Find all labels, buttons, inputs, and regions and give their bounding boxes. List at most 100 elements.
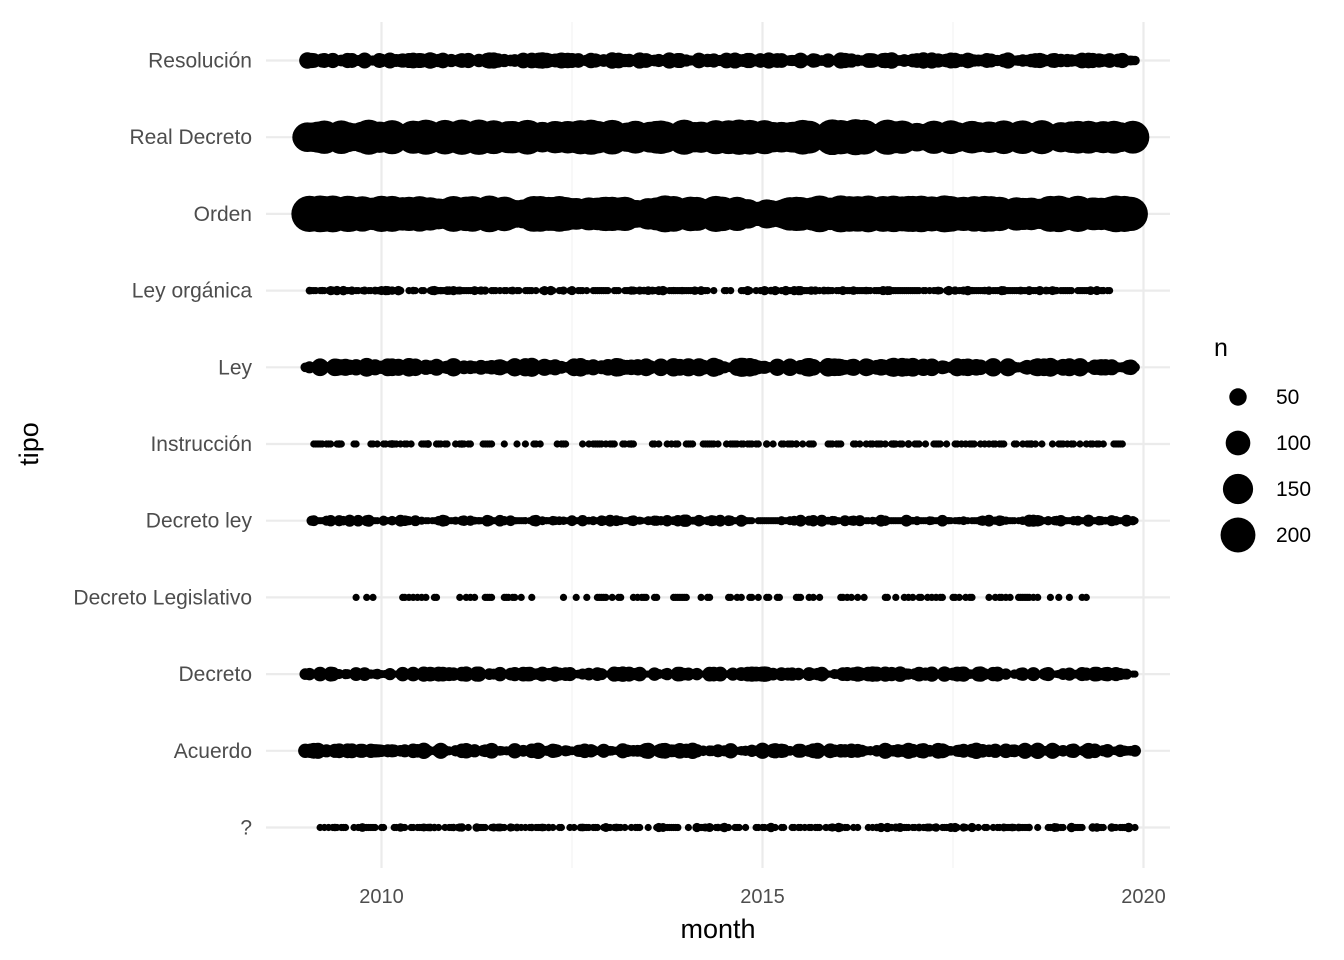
data-point xyxy=(420,287,428,295)
data-point xyxy=(608,593,616,602)
data-point xyxy=(521,440,530,448)
data-point xyxy=(593,823,602,832)
data-point xyxy=(457,823,467,832)
data-point xyxy=(1065,593,1073,602)
data-point xyxy=(898,440,906,448)
y-tick-label: Acuerdo xyxy=(174,740,252,763)
data-point xyxy=(983,823,991,832)
data-point xyxy=(748,593,756,602)
data-point xyxy=(809,440,817,448)
data-point xyxy=(432,593,441,602)
data-point xyxy=(735,823,743,832)
data-point xyxy=(748,517,756,525)
y-tick-label: Decreto Legislativo xyxy=(73,586,252,609)
data-point xyxy=(369,593,377,602)
data-point xyxy=(572,593,580,602)
data-point xyxy=(682,593,690,602)
data-point xyxy=(371,823,379,832)
data-point xyxy=(1130,55,1140,66)
data-point xyxy=(816,823,824,832)
data-point xyxy=(500,823,508,832)
data-point xyxy=(938,593,947,602)
data-point xyxy=(883,593,892,602)
y-tick-label: Ley orgánica xyxy=(132,280,253,303)
data-point xyxy=(488,593,496,602)
data-point xyxy=(422,593,430,602)
data-point xyxy=(456,593,464,602)
data-point xyxy=(653,593,661,602)
data-point xyxy=(655,440,663,448)
data-point xyxy=(727,287,735,295)
data-point xyxy=(1000,440,1008,448)
data-point xyxy=(780,823,788,832)
data-point xyxy=(1099,823,1107,832)
data-point xyxy=(1099,440,1107,448)
data-point xyxy=(567,286,577,296)
data-point xyxy=(617,593,625,602)
data-point xyxy=(674,823,682,832)
legend-key-circle xyxy=(1229,388,1247,406)
data-point xyxy=(557,823,566,832)
y-tick-label: Resolución xyxy=(148,50,252,73)
data-point xyxy=(1034,823,1042,832)
data-point xyxy=(1106,287,1114,295)
data-point xyxy=(765,593,773,602)
data-point xyxy=(725,823,733,832)
data-point xyxy=(1123,201,1147,226)
data-point xyxy=(644,823,652,832)
data-point xyxy=(674,440,682,448)
data-point xyxy=(352,593,360,602)
data-point xyxy=(515,287,523,295)
data-point xyxy=(1034,593,1042,602)
y-tick-label: Ley xyxy=(218,356,252,379)
data-point xyxy=(1131,517,1139,525)
data-point xyxy=(1131,670,1139,678)
x-tick-label: 2010 xyxy=(359,886,404,908)
data-point xyxy=(373,440,381,448)
data-point xyxy=(380,823,388,832)
data-point xyxy=(714,440,722,448)
data-point xyxy=(642,593,650,602)
data-point xyxy=(955,593,963,602)
y-tick-label: Decreto ley xyxy=(146,510,253,533)
data-point xyxy=(706,593,714,602)
data-point xyxy=(769,440,777,448)
data-point xyxy=(1130,362,1140,373)
data-point xyxy=(559,593,568,602)
data-point xyxy=(775,593,784,602)
data-point xyxy=(985,593,993,602)
data-point xyxy=(792,440,801,448)
data-point xyxy=(936,440,944,448)
legend-label: 50 xyxy=(1276,386,1299,409)
data-point xyxy=(915,440,923,448)
legend-key-circle xyxy=(1220,517,1256,553)
data-point xyxy=(881,440,889,448)
data-point xyxy=(435,823,443,832)
data-point xyxy=(684,823,693,832)
x-axis-ticks: 2010 2015 2020 xyxy=(359,886,1166,908)
data-point xyxy=(860,593,868,602)
y-axis-title: tipo xyxy=(14,422,44,466)
data-point xyxy=(710,287,718,295)
data-point xyxy=(904,440,913,448)
data-point xyxy=(363,593,371,602)
data-point xyxy=(583,286,591,295)
data-point xyxy=(746,286,754,295)
data-point xyxy=(843,823,851,832)
data-point xyxy=(962,823,970,832)
data-point xyxy=(943,440,951,448)
data-point xyxy=(697,593,705,602)
data-point xyxy=(797,593,805,602)
data-point xyxy=(352,440,360,448)
y-tick-label: Instrucción xyxy=(150,433,252,456)
y-tick-label: Orden xyxy=(194,203,252,226)
data-point xyxy=(610,440,618,448)
data-point xyxy=(953,823,961,832)
legend-title: n xyxy=(1214,334,1228,362)
data-point xyxy=(511,593,519,602)
data-point xyxy=(488,440,496,448)
data-point xyxy=(854,593,862,602)
data-point xyxy=(1131,823,1139,832)
data-point xyxy=(1046,593,1054,602)
